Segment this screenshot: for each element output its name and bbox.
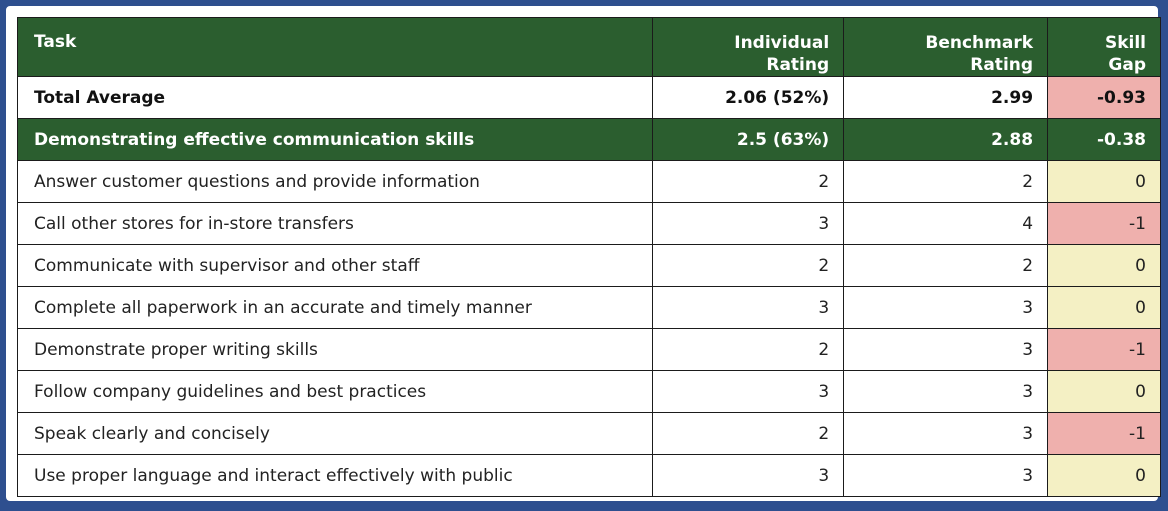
total-average-row: Total Average 2.06 (52%) 2.99 -0.93 xyxy=(16,76,1161,119)
header-individual-rating: Individual Rating xyxy=(652,17,845,77)
benchmark-rating-cell: 2 xyxy=(843,160,1049,203)
task-cell: Follow company guidelines and best pract… xyxy=(16,370,654,413)
header-task: Task xyxy=(16,17,654,77)
header-row: Task Individual Rating Benchmark Rating Sk… xyxy=(16,17,1161,77)
table-row: Complete all paperwork in an accurate an… xyxy=(16,286,1161,329)
task-cell: Use proper language and interact effecti… xyxy=(16,454,654,497)
individual-rating-cell: 2 xyxy=(652,160,845,203)
skill-gap-cell: 0 xyxy=(1047,160,1161,203)
individual-rating-cell: 3 xyxy=(652,454,845,497)
skill-gap-cell: 0 xyxy=(1047,370,1161,413)
table-row: Call other stores for in-store transfers… xyxy=(16,202,1161,245)
table-row: Use proper language and interact effecti… xyxy=(16,454,1161,497)
task-cell: Answer customer questions and provide in… xyxy=(16,160,654,203)
benchmark-rating-cell: 3 xyxy=(843,454,1049,497)
skill-gap-cell: -1 xyxy=(1047,412,1161,455)
table-row: Communicate with supervisor and other st… xyxy=(16,244,1161,287)
task-cell: Call other stores for in-store transfers xyxy=(16,202,654,245)
skill-gap-cell: 0 xyxy=(1047,244,1161,287)
total-gap: -0.93 xyxy=(1047,76,1161,119)
section-task: Demonstrating effective communication sk… xyxy=(16,118,654,161)
skill-gap-cell: -1 xyxy=(1047,328,1161,371)
benchmark-rating-cell: 3 xyxy=(843,328,1049,371)
section-gap: -0.38 xyxy=(1047,118,1161,161)
task-cell: Demonstrate proper writing skills xyxy=(16,328,654,371)
section-individual: 2.5 (63%) xyxy=(652,118,845,161)
table-frame: Task Individual Rating Benchmark Rating Sk… xyxy=(4,4,1161,503)
table-row: Follow company guidelines and best pract… xyxy=(16,370,1161,413)
task-cell: Complete all paperwork in an accurate an… xyxy=(16,286,654,329)
benchmark-rating-cell: 3 xyxy=(843,370,1049,413)
header-benchmark-rating: Benchmark Rating xyxy=(843,17,1049,77)
skill-gap-cell: 0 xyxy=(1047,454,1161,497)
section-row: Demonstrating effective communication sk… xyxy=(16,118,1161,161)
table-row: Demonstrate proper writing skills 2 3 -1 xyxy=(16,328,1161,371)
section-benchmark: 2.88 xyxy=(843,118,1049,161)
table-row: Answer customer questions and provide in… xyxy=(16,160,1161,203)
total-task: Total Average xyxy=(16,76,654,119)
header-skill-gap: Skill Gap xyxy=(1047,17,1161,77)
skill-gap-table: Task Individual Rating Benchmark Rating Sk… xyxy=(16,17,1161,497)
benchmark-rating-cell: 3 xyxy=(843,412,1049,455)
individual-rating-cell: 2 xyxy=(652,412,845,455)
individual-rating-cell: 3 xyxy=(652,370,845,413)
total-benchmark: 2.99 xyxy=(843,76,1049,119)
individual-rating-cell: 2 xyxy=(652,244,845,287)
skill-gap-cell: -1 xyxy=(1047,202,1161,245)
individual-rating-cell: 2 xyxy=(652,328,845,371)
total-individual: 2.06 (52%) xyxy=(652,76,845,119)
task-cell: Speak clearly and concisely xyxy=(16,412,654,455)
task-cell: Communicate with supervisor and other st… xyxy=(16,244,654,287)
individual-rating-cell: 3 xyxy=(652,202,845,245)
individual-rating-cell: 3 xyxy=(652,286,845,329)
benchmark-rating-cell: 3 xyxy=(843,286,1049,329)
skill-gap-cell: 0 xyxy=(1047,286,1161,329)
benchmark-rating-cell: 4 xyxy=(843,202,1049,245)
table-row: Speak clearly and concisely 2 3 -1 xyxy=(16,412,1161,455)
benchmark-rating-cell: 2 xyxy=(843,244,1049,287)
